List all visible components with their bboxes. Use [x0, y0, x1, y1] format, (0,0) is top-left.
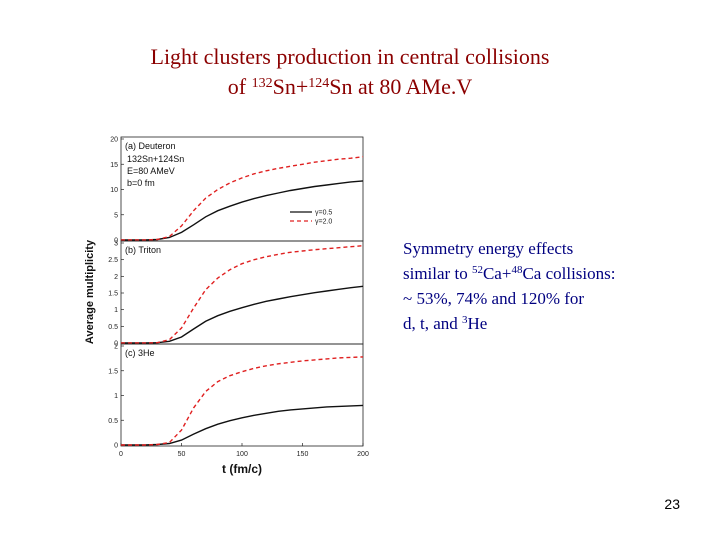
title-line-2: of 132Sn+124Sn at 80 AMe.V: [0, 72, 700, 102]
panel-annotation: E=80 AMeV: [127, 166, 175, 176]
x-tick-label: 50: [178, 451, 186, 458]
y-tick-label: 0: [114, 341, 118, 348]
panel-label: (b) Triton: [125, 245, 161, 255]
y-tick-label: 0: [114, 238, 118, 245]
note-line-4: d, t, and 3He: [403, 311, 703, 336]
series-line-gamma-0-5: [121, 404, 364, 446]
panel-label: (a) Deuteron: [125, 141, 176, 151]
y-tick-label: 0.5: [108, 418, 118, 425]
x-tick-label: 100: [236, 451, 248, 458]
note-mass-3: 3: [462, 314, 468, 326]
y-tick-label: 1: [114, 393, 118, 400]
y-tick-label: 2: [114, 344, 118, 351]
symmetry-note: Symmetry energy effects similar to 52Ca+…: [403, 236, 703, 336]
y-tick-label: 0.5: [108, 324, 118, 331]
x-tick-label: 150: [297, 451, 309, 458]
title-element-2: Sn at 80 AMe.V: [329, 74, 473, 99]
legend-label: γ=0.5: [315, 210, 332, 217]
note-mass-1: 52: [471, 264, 483, 276]
title-mass-1: 132: [251, 76, 273, 91]
y-tick-label: 2.5: [108, 257, 118, 264]
note-line-4-pre: d, t, and: [403, 314, 458, 333]
y-tick-label: 0: [114, 443, 118, 450]
page-number: 23: [664, 496, 680, 512]
note-line-3: ~ 53%, 74% and 120% for: [403, 289, 585, 308]
y-tick-label: 1.5: [108, 291, 118, 298]
panel-label: (c) 3He: [125, 348, 155, 358]
x-tick-label: 0: [119, 451, 123, 458]
y-tick-label: 1.5: [108, 368, 118, 375]
panel-annotation: b=0 fm: [127, 178, 155, 188]
panel-frame-1: [120, 240, 364, 345]
y-tick-label: 3: [114, 241, 118, 248]
y-tick-label: 2: [114, 274, 118, 281]
y-tick-label: 15: [110, 162, 118, 169]
note-line-2-pre: similar to: [403, 264, 468, 283]
note-line-2: similar to 52Ca+48Ca collisions:: [403, 261, 703, 286]
series-line-gamma-2-0: [121, 245, 364, 344]
note-mass-2: 48: [511, 264, 523, 276]
note-element-2: Ca collisions:: [522, 264, 616, 283]
slide-title: Light clusters production in central col…: [0, 42, 700, 102]
title-line-1: Light clusters production in central col…: [150, 44, 550, 69]
panel-annotation: 132Sn+124Sn: [127, 154, 184, 164]
x-axis-label: t (fm/c): [222, 462, 262, 476]
series-line-gamma-2-0: [121, 356, 364, 446]
y-tick-label: 5: [114, 212, 118, 219]
y-tick-label: 10: [110, 187, 118, 194]
legend-label: γ=2.0: [315, 219, 332, 226]
series-line-gamma-0-5: [121, 285, 364, 344]
series-line-gamma-0-5: [121, 180, 364, 241]
series-line-gamma-2-0: [121, 156, 364, 241]
title-mass-2: 124: [308, 76, 330, 91]
title-of: of: [227, 74, 247, 99]
note-line-1: Symmetry energy effects: [403, 239, 574, 258]
note-element-1: Ca+: [482, 264, 512, 283]
y-tick-label: 1: [114, 307, 118, 314]
y-tick-label: 20: [110, 137, 118, 144]
title-element-1: Sn+: [272, 74, 309, 99]
x-tick-label: 200: [357, 451, 369, 458]
note-element-3: He: [467, 314, 488, 333]
y-axis-label: Average multiplicity: [84, 239, 96, 344]
